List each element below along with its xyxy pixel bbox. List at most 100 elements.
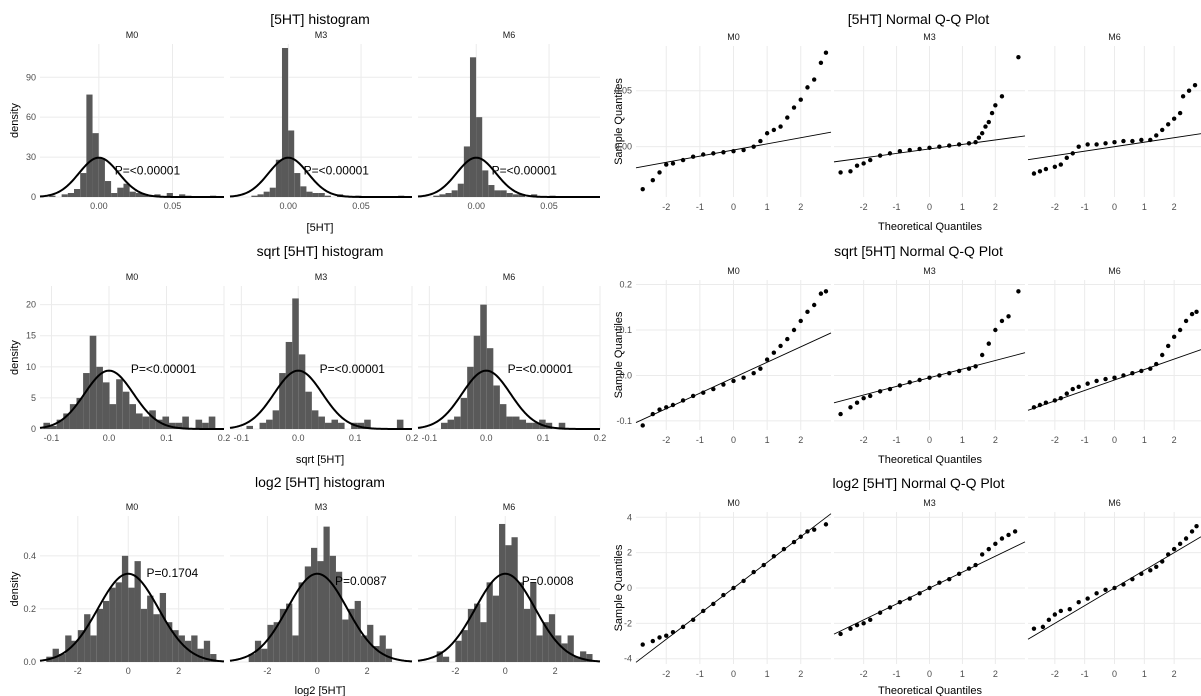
normal-density-curve [417, 156, 600, 198]
qq-point [664, 405, 669, 410]
histogram-bar [385, 648, 393, 662]
qq-point [640, 186, 645, 192]
x-tick-label: -2 [1051, 669, 1059, 679]
x-tick-label: -1 [1081, 435, 1089, 445]
facet-strip-label: M0 [126, 272, 139, 282]
x-tick-label: 2 [553, 666, 558, 676]
x-tick-label: 1 [960, 202, 965, 212]
qq-point [758, 138, 763, 144]
facet-strip-label: M3 [315, 502, 328, 512]
y-tick-label: 20 [26, 300, 36, 310]
histogram-bar [135, 193, 143, 197]
qq-point [1194, 309, 1199, 315]
qq-point [1058, 395, 1064, 401]
qq-point [690, 617, 696, 623]
histogram-bar [318, 193, 325, 197]
histogram-bar [149, 410, 156, 429]
qq-panel: M6 -2 -1 0 1 2 [1027, 266, 1201, 445]
qq-point [868, 617, 873, 623]
facet-strip-label: M0 [727, 32, 740, 42]
histogram-bar [476, 117, 483, 197]
histogram-bar [261, 648, 268, 662]
qq-point [947, 370, 952, 376]
qq-point [650, 638, 656, 644]
histogram-bar [329, 555, 336, 662]
y-tick-label: 0.00 [614, 142, 632, 152]
y-tick-label: 0 [31, 424, 36, 434]
qq-point [805, 85, 810, 90]
x-tick-label: -2 [860, 435, 868, 445]
histogram-bar [311, 547, 318, 662]
qq-point [1194, 523, 1199, 529]
x-tick-label: 1 [765, 435, 770, 445]
qq-point [999, 318, 1005, 324]
qq-point [1094, 142, 1099, 147]
y-tick-label: 10 [26, 362, 36, 372]
y-tick-label: 60 [26, 112, 36, 122]
qq-panel: M0 -2 -1 0 1 2 0.00 0.05 [614, 32, 832, 212]
x-tick-label: 1 [960, 435, 965, 445]
qq-point [861, 395, 866, 401]
qq-point [1154, 361, 1159, 367]
histogram-bar [486, 582, 493, 662]
qq-point [1043, 166, 1049, 172]
qq-point [798, 318, 803, 324]
qq-panel: M0 -2 -1 0 1 2 -0.1 0.0 0.1 0.2 [616, 266, 832, 445]
qq-point [917, 377, 922, 383]
qq-point [1183, 318, 1189, 324]
histogram-bar [111, 193, 118, 197]
histogram-bar [56, 419, 64, 429]
qq-point [1070, 386, 1075, 392]
histogram-row-title: sqrt [5HT] histogram [257, 243, 384, 259]
histogram-bar [147, 595, 154, 662]
x-tick-label: 0.05 [352, 201, 370, 211]
histogram-bar [460, 397, 468, 429]
histogram-bar [526, 422, 533, 429]
histogram-bar [208, 416, 216, 429]
histogram-bar [83, 373, 90, 429]
qq-point [1165, 122, 1171, 127]
qq-point [731, 378, 736, 384]
histogram-bar [457, 183, 464, 197]
p-value-label: P=<0.00001 [492, 163, 558, 177]
histogram-bar [169, 422, 176, 429]
p-value-label: P=0.0008 [522, 574, 574, 588]
x-tick-label: -1 [1081, 202, 1089, 212]
histogram-bar [294, 173, 301, 197]
facet-strip-label: M6 [503, 30, 516, 40]
qq-point [1070, 151, 1075, 156]
qq-point [721, 150, 726, 155]
histogram-bar [159, 592, 167, 662]
qq-point [1154, 133, 1159, 138]
qq-point [1112, 139, 1117, 145]
p-value-label: P=<0.00001 [508, 362, 574, 376]
histogram-x-axis-label: sqrt [5HT] [296, 454, 344, 466]
normal-density-curve [417, 572, 601, 663]
histogram-bar [304, 566, 312, 662]
histogram-bar [311, 410, 319, 429]
histogram-bar [318, 416, 325, 429]
qq-y-axis-label: Sample Quantiles [613, 78, 625, 165]
histogram-bar [266, 419, 273, 429]
qq-point [854, 622, 860, 628]
qq-point [1160, 352, 1165, 358]
histogram-row: log2 [5HT] histogram log2 [5HT] density M0 P… [9, 474, 601, 696]
histogram-bar [254, 640, 262, 662]
histogram-bar [92, 133, 99, 197]
histogram-bar [162, 416, 170, 429]
x-tick-label: 2 [1172, 669, 1177, 679]
histogram-bar [305, 391, 312, 429]
qq-point [1121, 373, 1126, 378]
histogram-bar [348, 608, 355, 662]
histogram-bar [364, 419, 371, 429]
normal-density-curve [39, 156, 224, 198]
qq-point [1121, 582, 1126, 587]
histogram-bar [469, 57, 477, 197]
histogram-bar [116, 379, 123, 429]
qq-row: [5HT] Normal Q-Q Plot Theoretical Quantil… [613, 11, 1201, 233]
histogram-bar [298, 354, 306, 429]
qq-point [778, 343, 783, 349]
histogram-bar [300, 186, 307, 197]
qq-point [1037, 402, 1043, 408]
qq-point [1139, 137, 1144, 143]
